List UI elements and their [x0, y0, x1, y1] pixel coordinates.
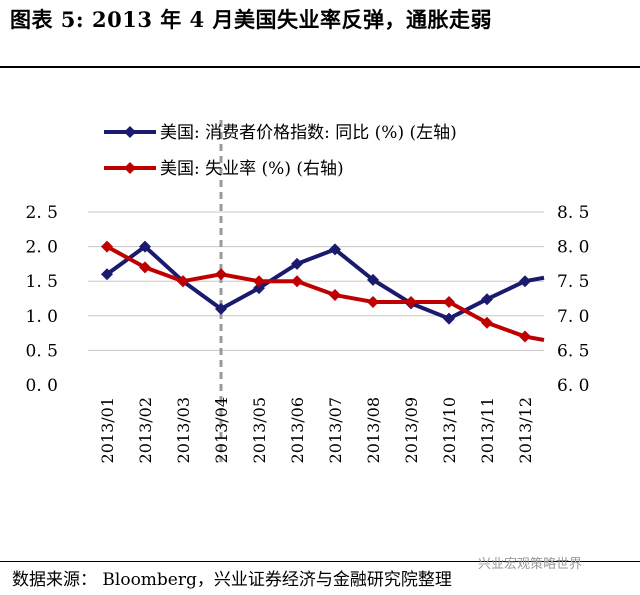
right-tick-label: 6. 5 — [557, 341, 589, 361]
x-tick-label: 2013/02 — [136, 397, 155, 463]
series-line-2 — [106, 244, 545, 342]
series-1-point — [367, 273, 379, 286]
line-chart: 0. 0 0. 5 1. 0 1. 5 2. 0 2. 5 6. 0 6. 5 7. 0 7. … — [26, 120, 589, 463]
x-tick-label: 2013/01 — [98, 397, 117, 463]
right-tick-label: 6. 0 — [557, 376, 589, 396]
x-tick-label: 2013/06 — [288, 397, 307, 463]
right-tick-label: 7. 0 — [557, 307, 589, 327]
x-tick-label: 2013/04 — [212, 397, 231, 463]
series-1-point — [215, 302, 227, 315]
series-1-point — [139, 240, 151, 253]
x-tick-label: 2013/08 — [364, 397, 383, 463]
legend-marker — [124, 126, 136, 138]
x-tick-label: 2013/05 — [250, 397, 269, 463]
series-markers — [101, 240, 531, 343]
right-tick-label: 8. 0 — [557, 238, 589, 258]
left-tick-label: 0. 5 — [26, 341, 58, 361]
x-tick-label: 2013/10 — [440, 397, 459, 463]
series-1-point — [481, 293, 493, 306]
series-1-point — [519, 275, 531, 288]
series-1-point — [101, 268, 113, 281]
series-1-point — [253, 282, 265, 295]
x-tick-label: 2013/09 — [402, 397, 421, 463]
series-line-1 — [105, 244, 545, 321]
left-tick-label: 1. 0 — [26, 307, 58, 327]
legend-marker — [124, 162, 136, 174]
legend-label: 美国: 消费者价格指数: 同比 (%) (左轴) — [160, 123, 457, 143]
series-1-point — [443, 312, 455, 325]
series-2-point — [215, 268, 227, 281]
legend: 美国: 消费者价格指数: 同比 (%) (左轴) 美国: 失业率 (%) (右轴) — [104, 123, 457, 179]
series-lines — [105, 244, 545, 342]
left-tick-label: 2. 5 — [26, 203, 58, 223]
series-2-point — [329, 289, 341, 302]
series-2-point — [519, 330, 531, 343]
series-2-point — [481, 316, 493, 329]
series-2-point — [101, 240, 113, 253]
right-tick-label: 7. 5 — [557, 272, 589, 292]
gridlines — [88, 211, 544, 351]
left-tick-label: 0. 0 — [26, 376, 58, 396]
left-tick-label: 2. 0 — [26, 238, 58, 258]
series-2-point — [443, 295, 455, 308]
left-tick-label: 1. 5 — [26, 272, 58, 292]
x-tick-label: 2013/03 — [174, 397, 193, 463]
source-divider — [0, 561, 640, 562]
series-2-point — [139, 261, 151, 274]
x-tick-label: 2013/11 — [478, 397, 497, 463]
right-axis-ticks: 6. 0 6. 5 7. 0 7. 5 8. 0 8. 5 — [557, 203, 589, 396]
series-2-point — [177, 275, 189, 288]
x-tick-label: 2013/07 — [326, 397, 345, 463]
x-tick-label: 2013/12 — [516, 397, 535, 463]
series-2-point — [253, 275, 265, 288]
series-2-point — [405, 295, 417, 308]
x-axis-ticks: 2013/01 2013/02 2013/03 2013/04 2013/05 2013/… — [98, 397, 535, 463]
series-1-point — [291, 257, 303, 270]
title-divider — [0, 66, 640, 68]
source-note: 数据来源： Bloomberg，兴业证券经济与金融研究院整理 — [12, 570, 452, 590]
series-2-point — [291, 275, 303, 288]
chart-title: 图表 5: 2013 年 4 月美国失业率反弹，通胀走弱 — [10, 7, 492, 32]
series-2-point — [367, 295, 379, 308]
right-tick-label: 8. 5 — [557, 203, 589, 223]
left-axis-ticks: 0. 0 0. 5 1. 0 1. 5 2. 0 2. 5 — [26, 203, 58, 396]
series-1-point — [329, 243, 341, 256]
legend-label: 美国: 失业率 (%) (右轴) — [160, 159, 344, 179]
watermark: 兴业宏观策略世界 — [478, 557, 583, 572]
